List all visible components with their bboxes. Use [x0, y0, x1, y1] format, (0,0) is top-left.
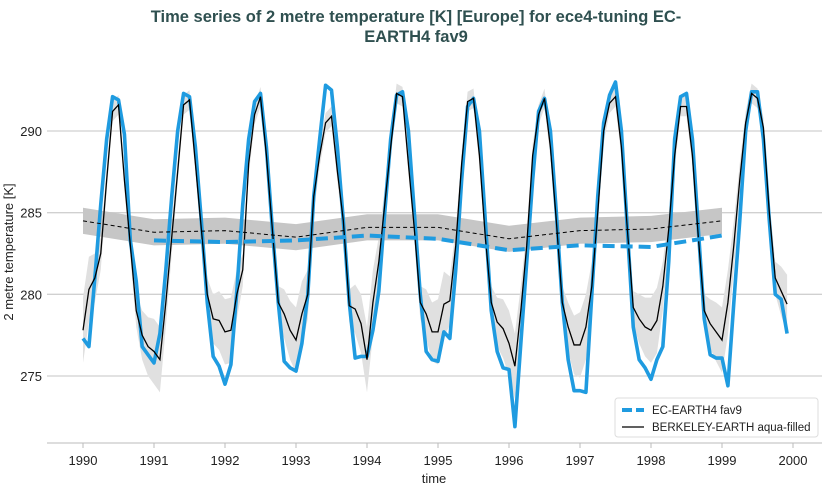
y-tick-label: 290	[20, 124, 42, 139]
x-ticks: 1990 1991 1992 1993 1994 1995 1996 1997 1998 1999…	[69, 443, 808, 468]
x-tick-label: 1990	[69, 453, 98, 468]
x-tick-label: 1994	[353, 453, 382, 468]
chart-title-line1: Time series of 2 metre temperature [K] […	[151, 8, 682, 26]
x-tick-label: 2000	[779, 453, 808, 468]
y-tick-label: 285	[20, 206, 42, 221]
running-mean-berkeley-earth	[82, 220, 723, 240]
x-tick-label: 1997	[566, 453, 595, 468]
legend-box	[614, 397, 819, 438]
legend-label-obs: BERKELEY-EARTH aqua-filled	[652, 422, 811, 434]
x-tick-label: 1996	[495, 453, 524, 468]
x-tick-label: 1999	[708, 453, 737, 468]
series-line-berkeley-earth	[82, 92, 788, 367]
obs-running-mean-band	[83, 207, 722, 252]
x-tick-label: 1993	[282, 453, 311, 468]
legend: EC-EARTH4 fav9 BERKELEY-EARTH aqua-fille…	[614, 397, 819, 438]
x-tick-label: 1991	[140, 453, 169, 468]
y-ticks: 275 280 285 290	[20, 124, 42, 384]
series-lines	[81, 80, 789, 429]
uncertainty-bands	[83, 83, 788, 399]
obs-monthly-band	[83, 83, 788, 399]
series-line-ec-earth4	[81, 80, 789, 429]
y-tick-label: 280	[20, 287, 42, 302]
x-tick-label: 1998	[637, 453, 666, 468]
legend-label-model: EC-EARTH4 fav9	[652, 405, 742, 417]
y-axis-label: 2 metre temperature [K]	[1, 183, 16, 320]
x-tick-label: 1992	[211, 453, 240, 468]
chart-title-line2: EARTH4 fav9	[364, 28, 468, 46]
x-axis-label: time	[422, 471, 447, 486]
y-tick-label: 275	[20, 369, 42, 384]
x-tick-label: 1995	[424, 453, 453, 468]
running-mean-ec-earth4	[153, 233, 723, 253]
